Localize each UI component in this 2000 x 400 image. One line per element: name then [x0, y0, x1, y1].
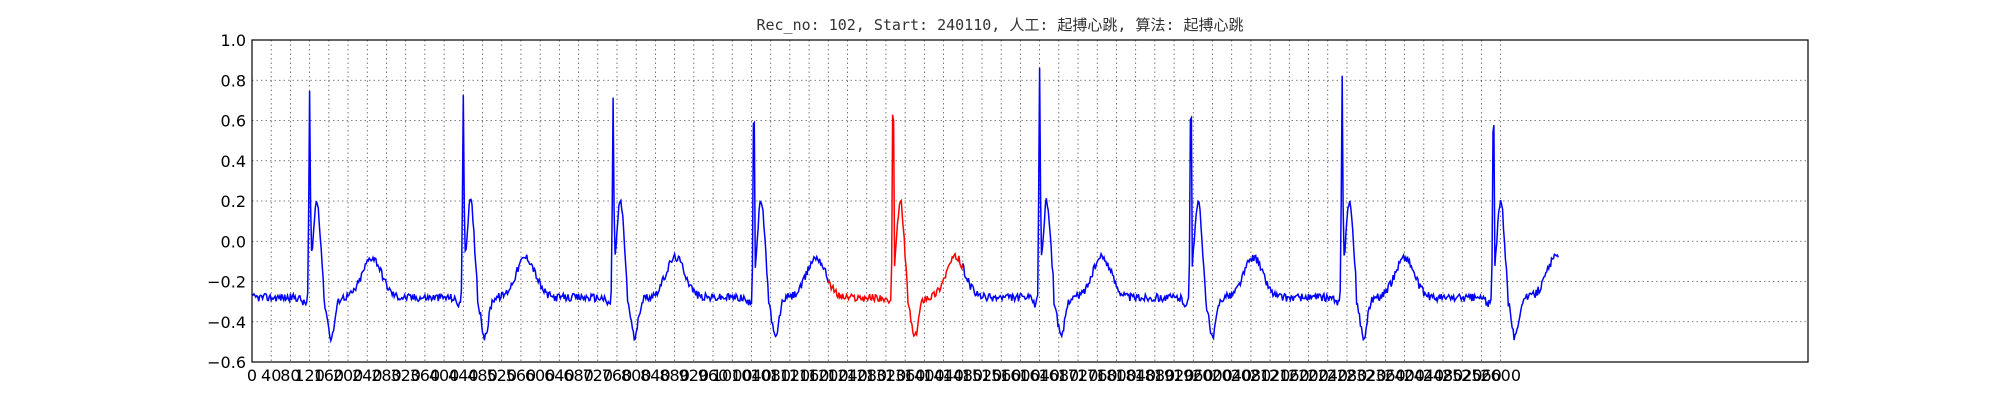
y-tick-label: −0.6	[207, 353, 246, 372]
y-tick-label: −0.2	[207, 273, 246, 292]
x-axis-ticks: 0 408012016020024028032036040044048052056…	[247, 366, 1521, 385]
grid-lines	[252, 40, 1808, 362]
ecg-line-highlight	[828, 115, 963, 336]
y-tick-label: 0.6	[221, 112, 246, 131]
y-tick-label: 0.8	[221, 71, 246, 90]
y-tick-label: 0.0	[221, 232, 246, 251]
x-tick-label: 0	[247, 366, 257, 385]
y-tick-label: 0.2	[221, 192, 246, 211]
ecg-line-after	[963, 68, 1559, 341]
y-axis-ticks: 1.0 0.8 0.6 0.4 0.2 0.0 −0.2 −0.4 −0.6	[207, 31, 246, 372]
y-tick-label: 0.4	[221, 152, 246, 171]
y-tick-label: −0.4	[207, 313, 246, 332]
y-tick-label: 1.0	[221, 31, 246, 50]
chart-title: Rec_no: 102, Start: 240110, 人工: 起搏心跳, 算法…	[756, 16, 1243, 34]
plot-frame	[252, 40, 1808, 362]
x-tick-label: 2600	[1480, 366, 1521, 385]
x-tick-label: 40	[261, 366, 281, 385]
